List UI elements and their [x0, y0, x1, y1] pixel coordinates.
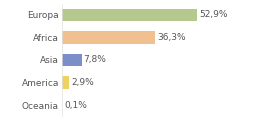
Bar — [62, 31, 155, 44]
Text: 7,8%: 7,8% — [84, 55, 107, 64]
Text: 52,9%: 52,9% — [199, 10, 228, 19]
Text: 36,3%: 36,3% — [157, 33, 185, 42]
Text: 2,9%: 2,9% — [71, 78, 94, 87]
Bar — [62, 76, 69, 89]
Bar — [62, 54, 82, 66]
Text: 0,1%: 0,1% — [64, 101, 87, 110]
Bar — [62, 9, 197, 21]
